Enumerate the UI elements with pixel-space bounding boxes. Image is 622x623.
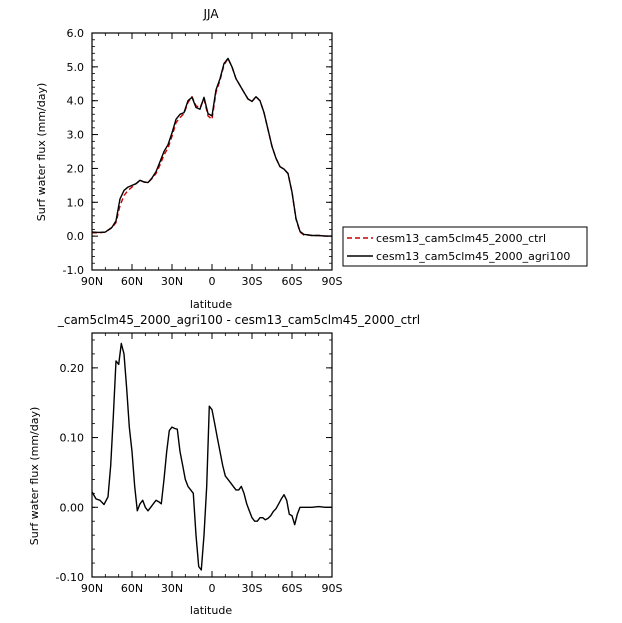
top-x-tick-label: 60N bbox=[121, 275, 143, 288]
bottom-x-tick-label: 90S bbox=[322, 582, 343, 595]
top-x-tick-label: 60S bbox=[282, 275, 303, 288]
top-panel-frame bbox=[91, 32, 333, 271]
top-panel-ticks: 90N 60N 30N 0 30S 60S 90S -1.0 0.0 1.0 2.0 3.0 4.0 5.… bbox=[63, 27, 343, 288]
bottom-x-tick-label: 0 bbox=[209, 582, 216, 595]
legend-label-agri100: cesm13_cam5clm45_2000_agri100 bbox=[376, 250, 570, 263]
bottom-y-tick-label: 0.10 bbox=[60, 432, 85, 445]
top-x-tick-label: 30N bbox=[161, 275, 183, 288]
bottom-panel-lines bbox=[91, 342, 332, 571]
top-y-tick-label: 0.0 bbox=[67, 230, 85, 243]
bottom-y-tick-label: 0.00 bbox=[60, 501, 85, 514]
bottom-y-tick-label: 0.20 bbox=[60, 362, 85, 375]
bottom-x-tick-label: 60N bbox=[121, 582, 143, 595]
top-y-tick-label: 3.0 bbox=[67, 129, 85, 142]
bottom-series-line-0 bbox=[91, 342, 332, 571]
top-series-line-1 bbox=[91, 57, 332, 237]
top-series-line-0 bbox=[92, 57, 332, 237]
top-y-tick-label: 4.0 bbox=[67, 95, 85, 108]
top-panel-lines bbox=[91, 57, 332, 237]
top-panel-title: JJA bbox=[202, 7, 219, 21]
top-y-tick-label: 2.0 bbox=[67, 162, 85, 175]
bottom-x-tick-label: 90N bbox=[81, 582, 103, 595]
top-x-tick-label: 90S bbox=[322, 275, 343, 288]
top-y-tick-label: 1.0 bbox=[67, 196, 85, 209]
top-y-tick-label: 5.0 bbox=[67, 61, 85, 74]
top-x-tick-label: 90N bbox=[81, 275, 103, 288]
top-x-tick-label: 30S bbox=[242, 275, 263, 288]
bottom-panel-ticks: 90N 60N 30N 0 30S 60S 90S -0.10 0.00 0.10 0.20 bbox=[56, 333, 343, 595]
legend-label-ctrl: cesm13_cam5clm45_2000_ctrl bbox=[376, 232, 546, 245]
bottom-panel-y-axis-label: Surf water flux (mm/day) bbox=[28, 407, 41, 546]
legend: cesm13_cam5clm45_2000_ctrl cesm13_cam5cl… bbox=[342, 226, 588, 267]
bottom-x-tick-label: 60S bbox=[282, 582, 303, 595]
bottom-y-tick-label: -0.10 bbox=[56, 571, 84, 584]
bottom-panel-title: _cam5clm45_2000_agri100 - cesm13_cam5clm… bbox=[57, 313, 420, 327]
bottom-x-tick-label: 30N bbox=[161, 582, 183, 595]
legend-box bbox=[342, 226, 588, 267]
top-y-tick-label: 6.0 bbox=[67, 27, 85, 40]
bottom-panel: _cam5clm45_2000_agri100 - cesm13_cam5clm… bbox=[28, 313, 420, 617]
top-y-tick-label: -1.0 bbox=[63, 264, 84, 277]
top-panel-y-axis-label: Surf water flux (mm/day) bbox=[35, 83, 48, 222]
top-x-tick-label: 0 bbox=[209, 275, 216, 288]
top-panel: JJA Surf water flux (mm/day) latitude 90… bbox=[35, 7, 343, 311]
bottom-x-tick-label: 30S bbox=[242, 582, 263, 595]
bottom-panel-frame bbox=[91, 332, 333, 578]
top-panel-x-axis-label: latitude bbox=[190, 298, 232, 311]
bottom-panel-x-axis-label: latitude bbox=[190, 604, 232, 617]
